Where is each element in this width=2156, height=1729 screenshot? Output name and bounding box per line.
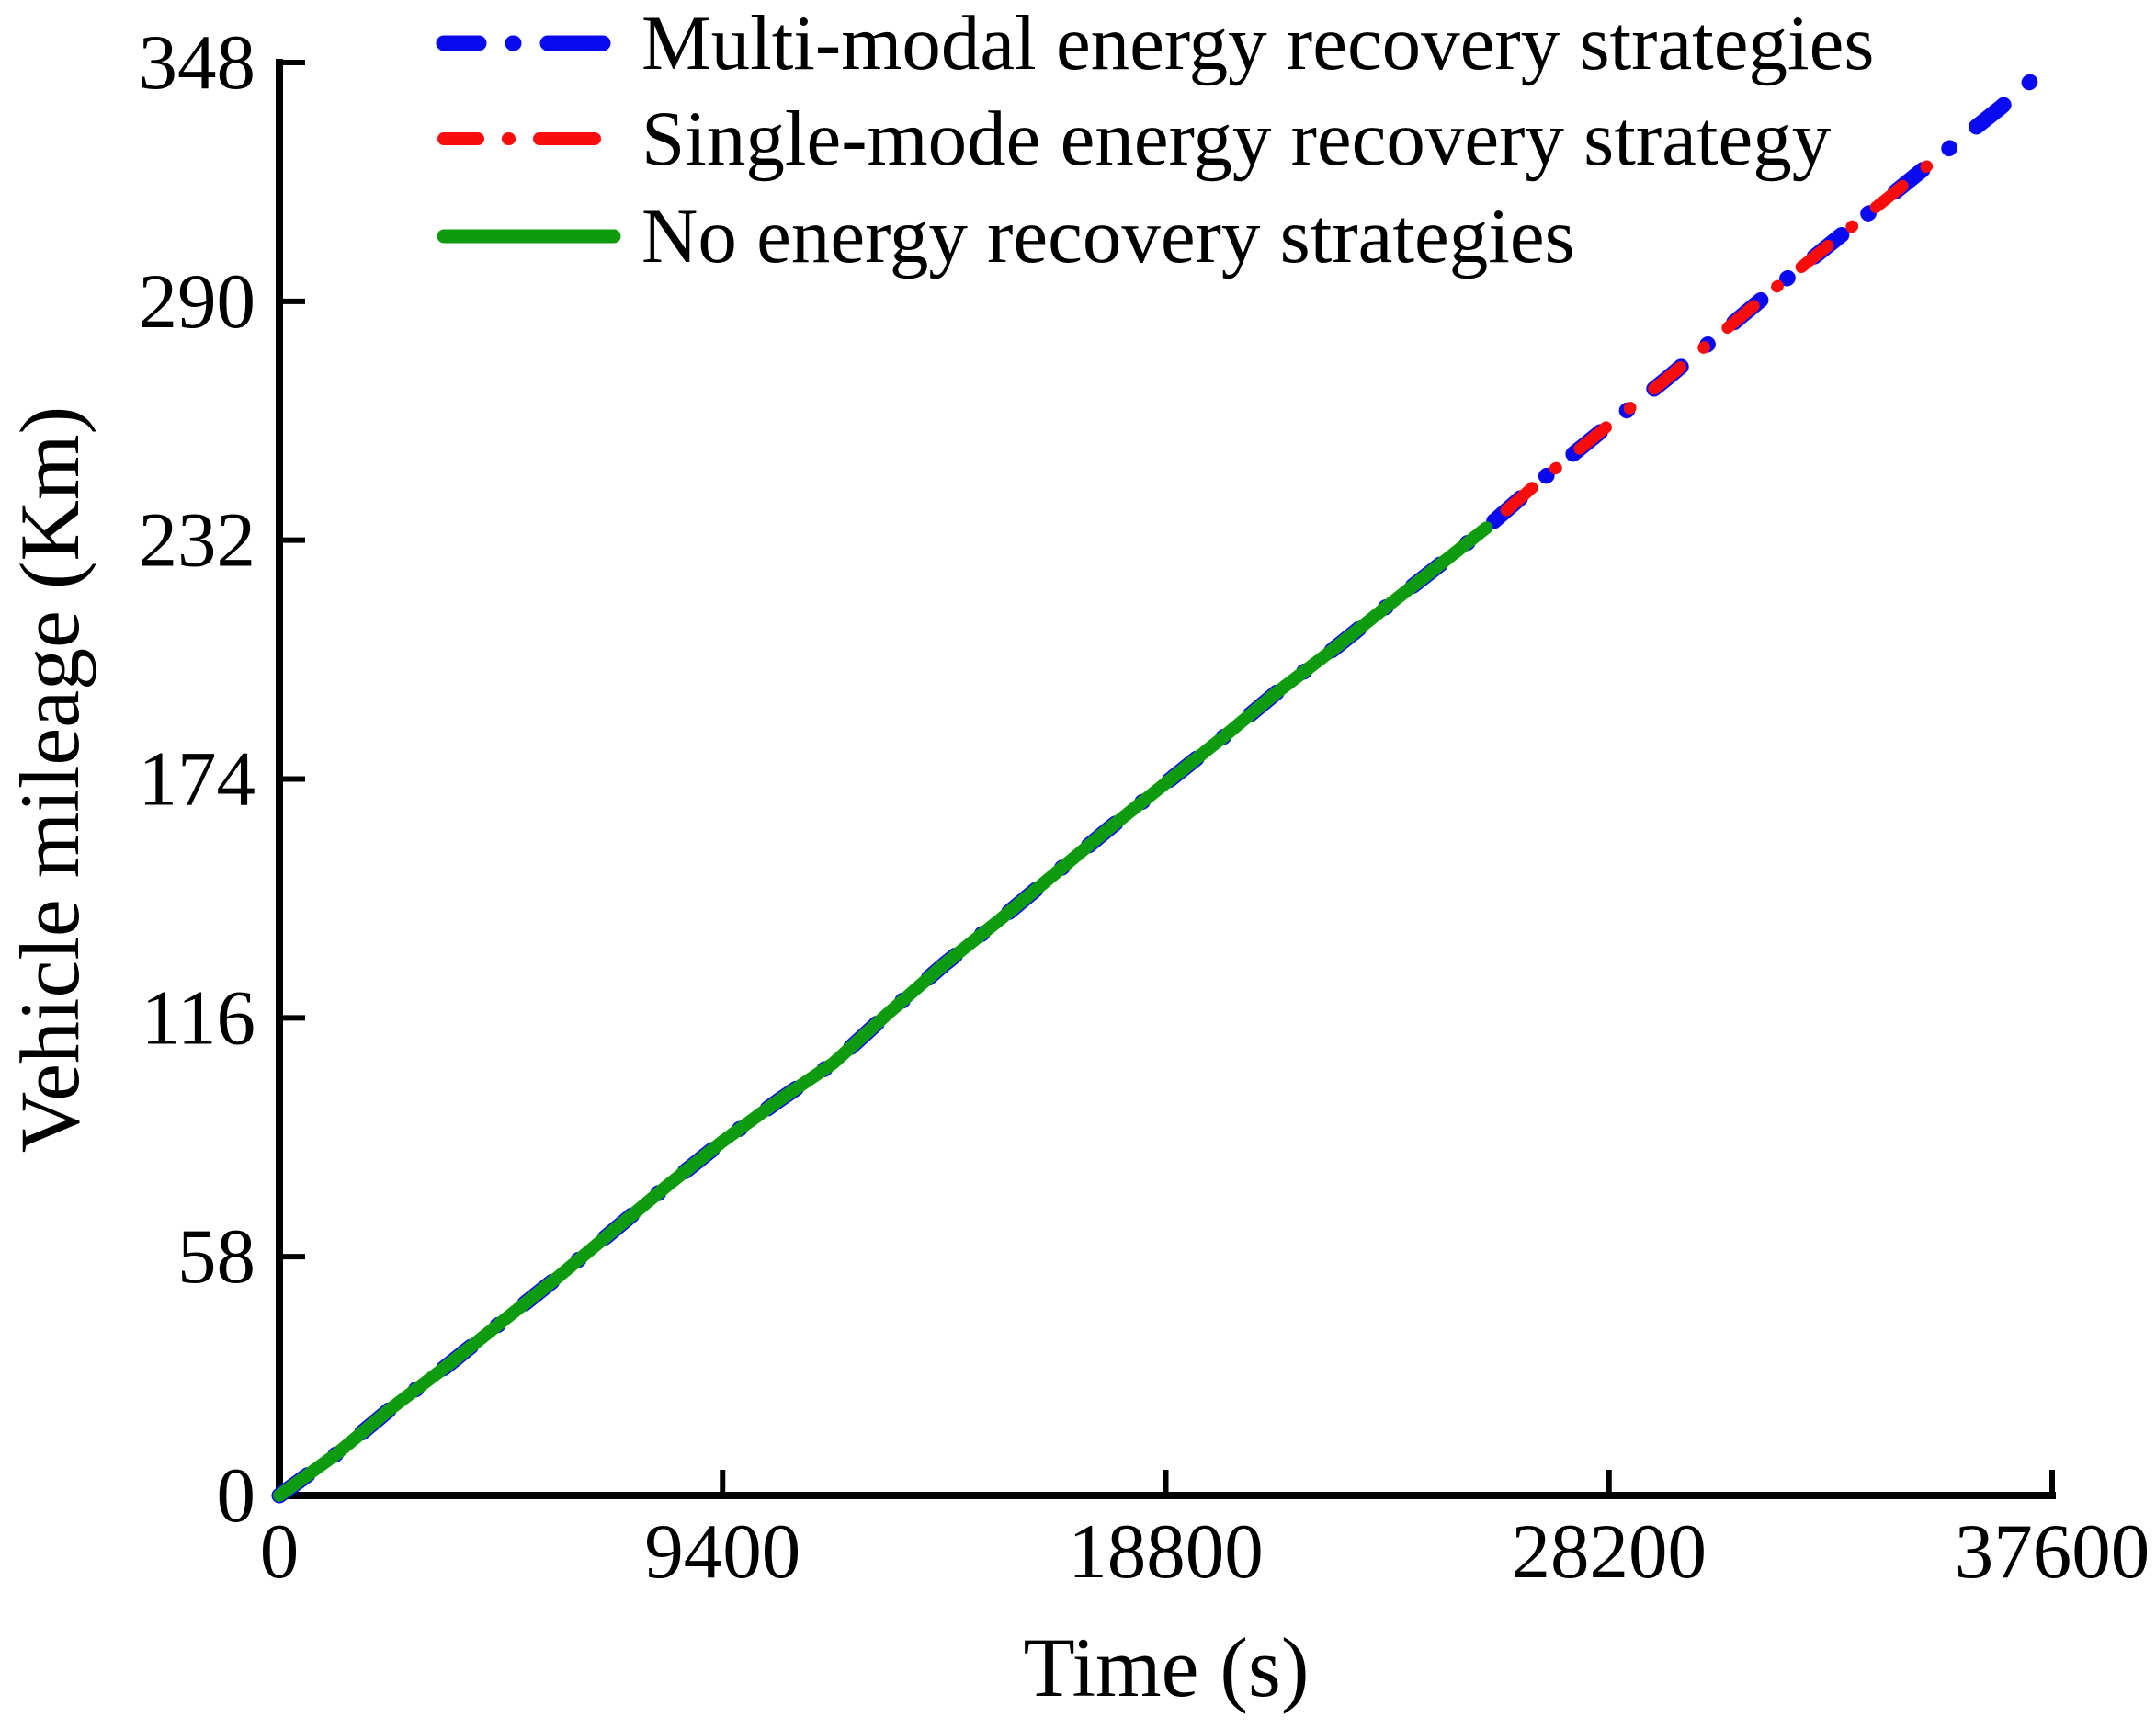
y-axis-title: Vehicle mileage (Km) (3, 406, 96, 1153)
legend-label: Multi-modal energy recovery strategies (641, 0, 1874, 86)
x-tick-label: 18800 (1068, 1508, 1264, 1595)
x-tick-label: 37600 (1955, 1508, 2150, 1595)
legend-label: Single-mode energy recovery strategy (641, 96, 1832, 182)
legend-item-1: Multi-modal energy recovery strategies (436, 0, 1874, 86)
y-tick-label: 174 (139, 736, 256, 823)
y-tick-label: 116 (142, 974, 255, 1061)
x-tick-label: 28200 (1512, 1508, 1708, 1595)
series-line-3 (273, 521, 1493, 1502)
y-tick-label: 58 (177, 1213, 255, 1300)
y-tick-label: 232 (139, 497, 256, 584)
legend-label: No energy recovery strategies (641, 193, 1575, 279)
x-tick-label: 9400 (644, 1508, 800, 1595)
y-tick-label: 348 (139, 19, 256, 106)
series-layer (271, 54, 2060, 1504)
axes-layer: 0 58 116 174 232 290 348 0 9400 18800 28200 37600 (139, 19, 2150, 1595)
x-tick-label: 0 (260, 1508, 300, 1595)
x-axis-title: Time (s) (1024, 1621, 1310, 1714)
legend-item-3: No energy recovery strategies (437, 193, 1575, 279)
y-tick-label: 290 (139, 258, 256, 345)
legend-item-2: Single-mode energy recovery strategy (437, 96, 1832, 182)
y-tick-label: 0 (217, 1452, 256, 1539)
legend: Multi-modal energy recovery strategies Si… (436, 0, 1874, 279)
